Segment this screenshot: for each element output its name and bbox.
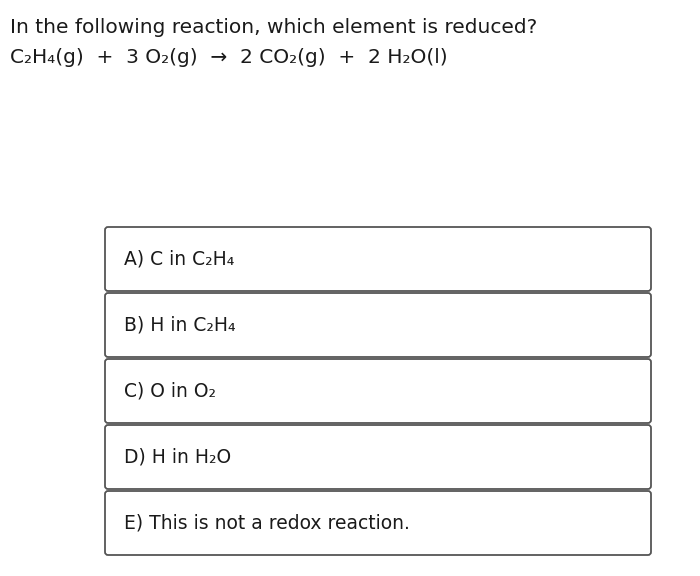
Text: In the following reaction, which element is reduced?: In the following reaction, which element… <box>10 18 538 37</box>
Text: B) H in C₂H₄: B) H in C₂H₄ <box>124 316 236 335</box>
FancyBboxPatch shape <box>105 425 651 489</box>
FancyBboxPatch shape <box>105 293 651 357</box>
FancyBboxPatch shape <box>105 359 651 423</box>
FancyBboxPatch shape <box>105 227 651 291</box>
Text: D) H in H₂O: D) H in H₂O <box>124 448 231 467</box>
FancyBboxPatch shape <box>105 491 651 555</box>
Text: A) C in C₂H₄: A) C in C₂H₄ <box>124 249 234 268</box>
Text: C₂H₄(g)  +  3 O₂(g)  →  2 CO₂(g)  +  2 H₂O(l): C₂H₄(g) + 3 O₂(g) → 2 CO₂(g) + 2 H₂O(l) <box>10 48 447 67</box>
Text: C) O in O₂: C) O in O₂ <box>124 381 216 400</box>
Text: E) This is not a redox reaction.: E) This is not a redox reaction. <box>124 513 410 532</box>
